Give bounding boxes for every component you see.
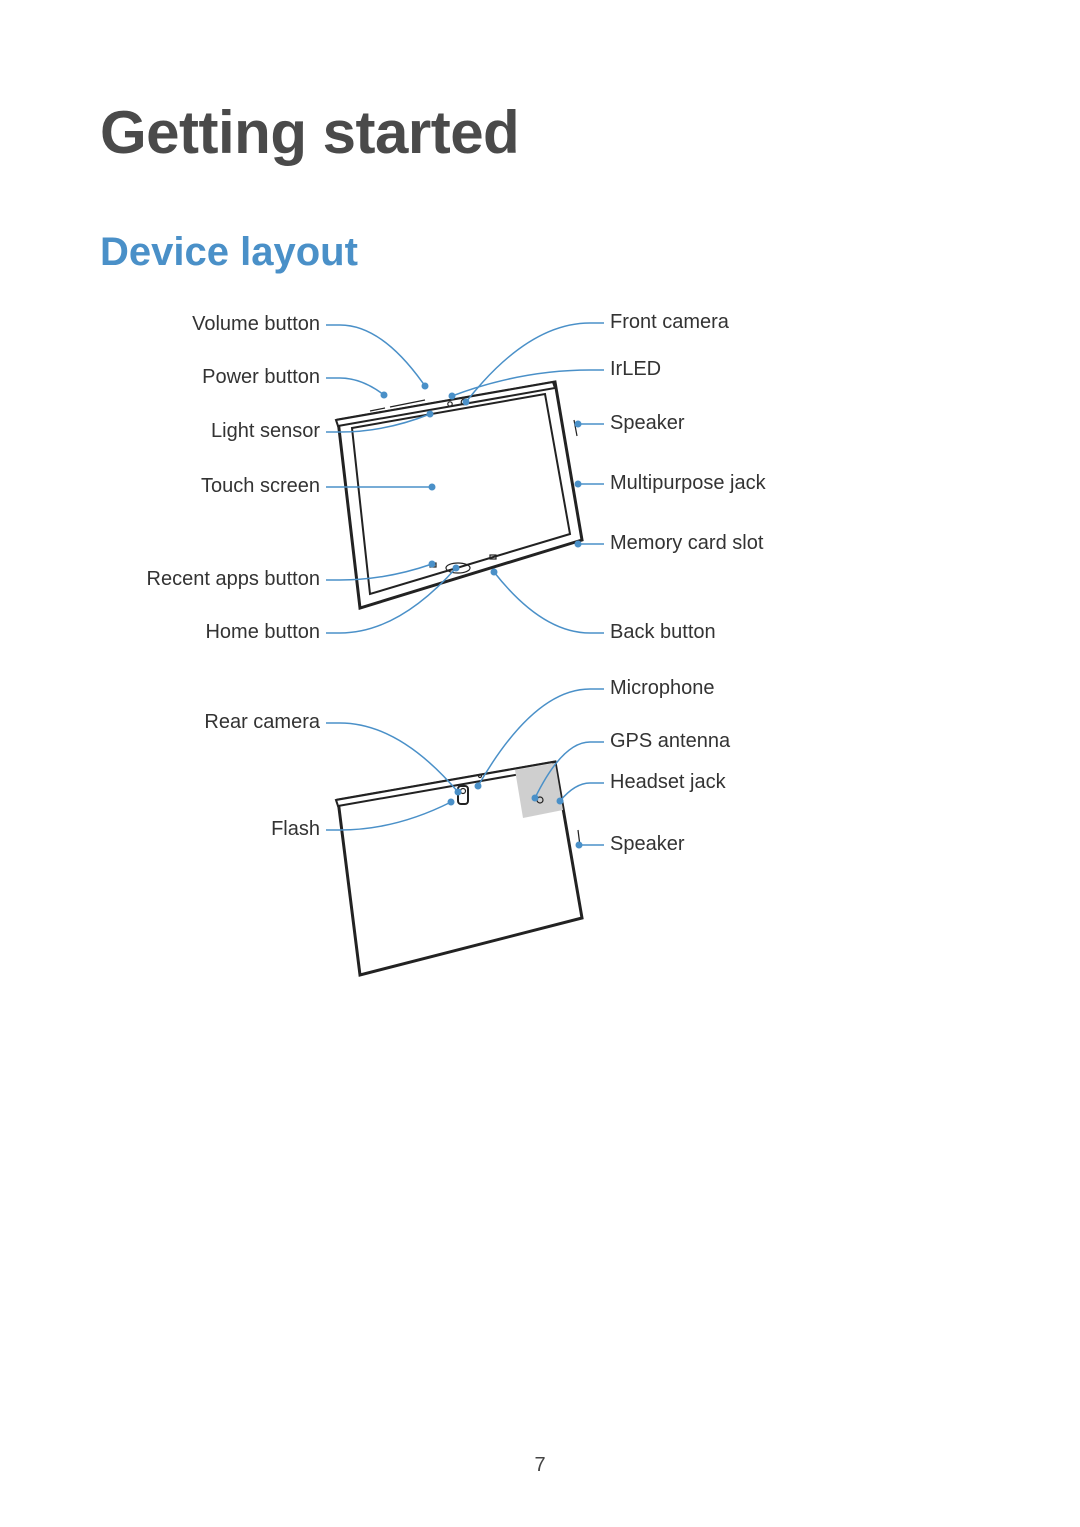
label-home-button: Home button bbox=[205, 621, 320, 644]
label-multipurpose-jack: Multipurpose jack bbox=[610, 472, 766, 495]
label-headset-jack: Headset jack bbox=[610, 771, 726, 794]
label-irled: IrLED bbox=[610, 358, 661, 381]
label-front-camera: Front camera bbox=[610, 311, 729, 334]
label-speaker-front: Speaker bbox=[610, 412, 685, 435]
leader-lines bbox=[0, 0, 1080, 1000]
label-speaker-back: Speaker bbox=[610, 833, 685, 856]
label-flash: Flash bbox=[271, 818, 320, 841]
label-recent-apps-button: Recent apps button bbox=[147, 568, 320, 591]
label-memory-card-slot: Memory card slot bbox=[610, 532, 763, 555]
page-number: 7 bbox=[0, 1454, 1080, 1477]
label-power-button: Power button bbox=[202, 366, 320, 389]
label-light-sensor: Light sensor bbox=[211, 420, 320, 443]
label-rear-camera: Rear camera bbox=[204, 711, 320, 734]
label-touch-screen: Touch screen bbox=[201, 475, 320, 498]
label-volume-button: Volume button bbox=[192, 313, 320, 336]
label-gps-antenna: GPS antenna bbox=[610, 730, 730, 753]
label-back-button: Back button bbox=[610, 621, 716, 644]
label-microphone: Microphone bbox=[610, 677, 715, 700]
